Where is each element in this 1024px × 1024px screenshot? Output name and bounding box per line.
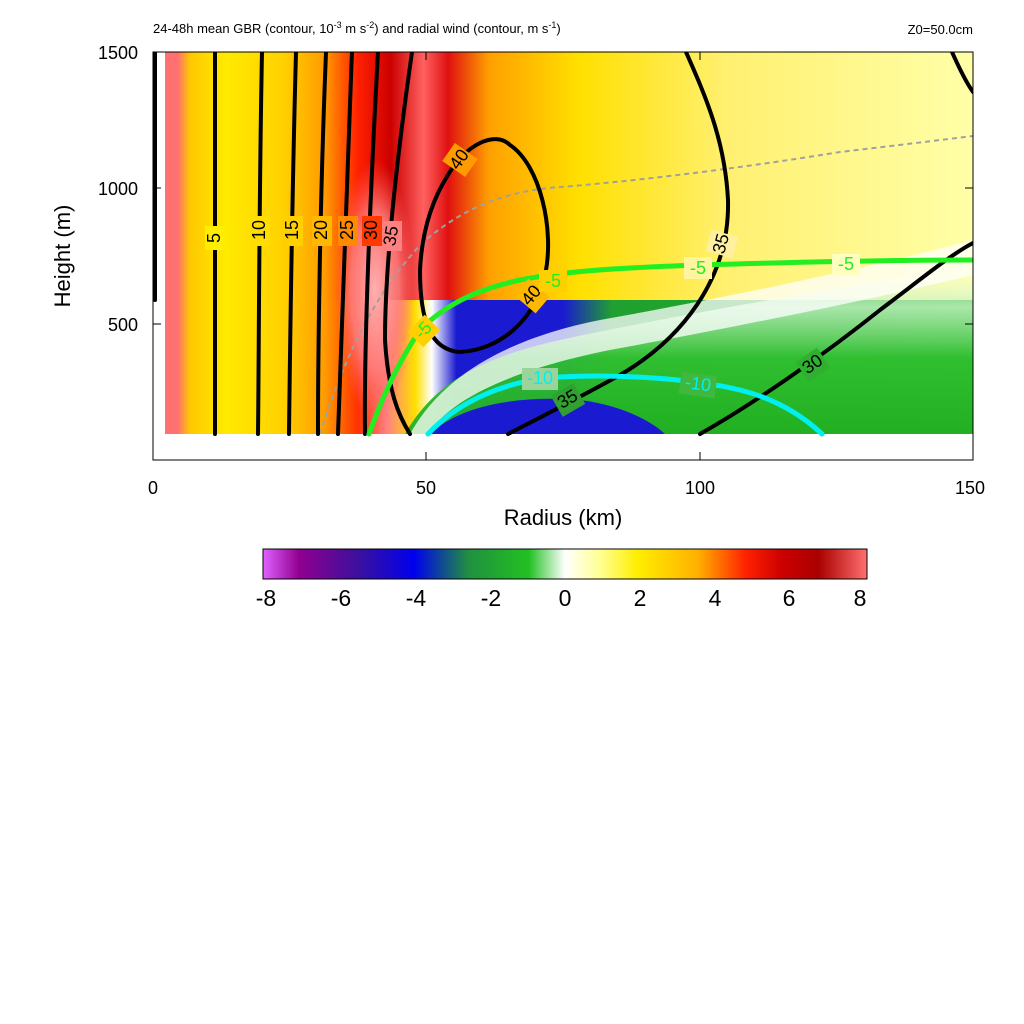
colorbar-tick-label: 2 bbox=[634, 585, 647, 611]
radial-label-minus5-d: -5 bbox=[838, 254, 854, 274]
colorbar-tick-label: -4 bbox=[406, 585, 427, 611]
colorbar-gradient bbox=[262, 548, 868, 580]
contour-labels: 5 10 15 20 25 30 35 40 40 35 35 30 -5 bbox=[204, 142, 860, 417]
colorbar-tick-label: -8 bbox=[256, 585, 276, 611]
radial-wind-contour-minus10 bbox=[425, 373, 825, 437]
radial-label-minus5-c: -5 bbox=[690, 258, 706, 278]
contour-line-15 bbox=[287, 52, 298, 436]
y-tick-label: 1500 bbox=[98, 43, 138, 63]
boundary-layer-height-line bbox=[319, 135, 973, 435]
y-tick-label: 500 bbox=[108, 315, 138, 335]
contour-line-35-corner bbox=[950, 52, 973, 94]
contour-label-35: 35 bbox=[379, 224, 402, 247]
colorbar: -8 -6 -4 -2 0 2 4 6 8 bbox=[256, 548, 868, 611]
colorbar-tick-label: 4 bbox=[709, 585, 722, 611]
colorbar-tick-label: 8 bbox=[854, 585, 867, 611]
contour-line-20 bbox=[316, 52, 328, 436]
colorbar-tick-label: -2 bbox=[481, 585, 501, 611]
contour-line-30 bbox=[362, 52, 380, 436]
contour-label-30: 30 bbox=[361, 220, 381, 240]
axis-ticks bbox=[152, 51, 974, 460]
contour-label-20: 20 bbox=[311, 220, 331, 240]
radial-label-minus10-b: -10 bbox=[684, 372, 713, 395]
x-axis-label: Radius (km) bbox=[504, 505, 623, 530]
x-tick-label: 150 bbox=[955, 478, 985, 498]
radial-label-minus5-b: -5 bbox=[545, 271, 561, 291]
colorbar-tick-label: 6 bbox=[783, 585, 796, 611]
z0-annotation: Z0=50.0cm bbox=[908, 22, 973, 37]
plot-area: 5 10 15 20 25 30 35 40 40 35 35 30 -5 bbox=[153, 52, 973, 460]
contour-label-25: 25 bbox=[337, 220, 357, 240]
contour-line-35 bbox=[382, 52, 414, 436]
x-tick-labels: 0 50 100 150 bbox=[148, 478, 985, 498]
contour-line-40 bbox=[417, 137, 551, 355]
radial-label-minus10-a: -10 bbox=[527, 368, 553, 388]
contour-line-25 bbox=[336, 52, 354, 436]
colorbar-tick-label: 0 bbox=[559, 585, 572, 611]
contour-label-15: 15 bbox=[282, 220, 302, 240]
y-tick-labels: 500 1000 1500 bbox=[98, 43, 138, 335]
x-tick-label: 100 bbox=[685, 478, 715, 498]
y-axis-label: Height (m) bbox=[50, 205, 75, 308]
negative-gbr-region bbox=[405, 265, 973, 434]
white-below-data bbox=[153, 434, 973, 460]
contour-line-10 bbox=[256, 52, 264, 436]
plot-frame bbox=[152, 51, 974, 461]
contour-label-10: 10 bbox=[249, 220, 269, 240]
white-transition bbox=[410, 240, 973, 434]
chart-title: 24-48h mean GBR (contour, 10-3 m s-2) an… bbox=[153, 20, 561, 36]
x-tick-label: 50 bbox=[416, 478, 436, 498]
colorbar-tick-label: -6 bbox=[331, 585, 351, 611]
y-tick-label: 1000 bbox=[98, 179, 138, 199]
contour-label-5: 5 bbox=[204, 233, 224, 243]
x-tick-label: 0 bbox=[148, 478, 158, 498]
blue-core-region bbox=[430, 398, 665, 434]
